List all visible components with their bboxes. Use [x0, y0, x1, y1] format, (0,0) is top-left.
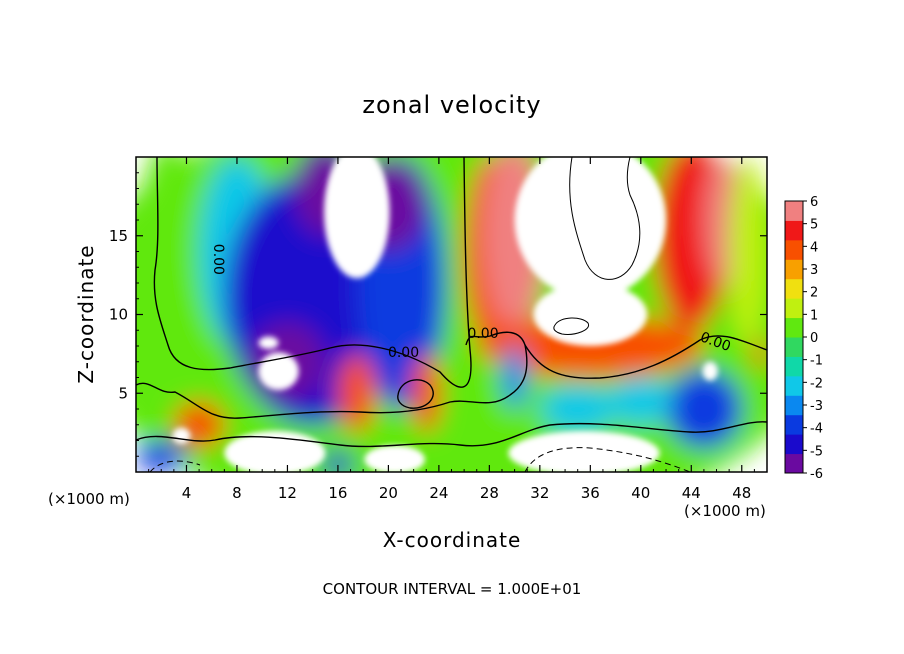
colorbar-tick-label: -5 — [810, 444, 823, 459]
contour-lines — [136, 157, 767, 472]
x-tick-label: 16 — [328, 484, 347, 502]
colorbar-swatch — [785, 220, 803, 241]
colorbar-swatch — [785, 201, 803, 221]
colorbar-tick-label: 5 — [810, 218, 818, 233]
x-tick-label: 36 — [581, 484, 600, 502]
y-axis: 5 10 15 — [109, 172, 767, 457]
saturated-region — [514, 157, 667, 299]
saturated-region — [224, 431, 326, 472]
colorbar-swatch — [785, 434, 803, 455]
contour-line — [136, 421, 767, 448]
contour-line — [553, 317, 590, 335]
contour-label: 0.00 — [467, 326, 498, 342]
colorbar-swatch — [785, 337, 803, 357]
x-tick-label: 4 — [182, 484, 192, 502]
colorbar-swatch — [785, 259, 803, 280]
colorbar — [784, 200, 804, 474]
y-axis-label: Z-coordinate — [74, 244, 98, 383]
colorbar-swatch — [785, 356, 803, 377]
contour-line — [569, 157, 641, 280]
colorbar-tick-label: -2 — [810, 376, 823, 391]
x-tick-label: 44 — [682, 484, 701, 502]
contour-line — [524, 447, 691, 472]
contour-line — [153, 157, 472, 388]
plot-area: 0.000.000.00 0.00 — [136, 157, 767, 472]
y-tick-label: 10 — [109, 306, 128, 324]
contour-interval-footer: CONTOUR INTERVAL = 1.000E+01 — [323, 580, 582, 598]
colorbar-swatch — [785, 239, 803, 260]
colorbar-swatch — [785, 395, 803, 416]
saturated-region — [172, 427, 191, 444]
x-tick-label: 12 — [278, 484, 297, 502]
colorbar-swatch — [785, 298, 803, 319]
field-region — [729, 157, 767, 346]
x-tick-label: 40 — [631, 484, 650, 502]
saturated-regions — [172, 157, 718, 472]
colorbar-tick-label: 3 — [810, 263, 818, 278]
contour-line — [397, 379, 434, 409]
y-tick-label: 15 — [109, 227, 128, 245]
x-tick-label: 32 — [530, 484, 549, 502]
contour-label: 0.00 — [210, 244, 226, 275]
colorbar-swatch — [785, 278, 803, 299]
colorbar-tick-label: 0 — [810, 331, 818, 346]
colorbar-tick-label: -6 — [810, 467, 823, 482]
chart-title: zonal velocity — [362, 91, 541, 119]
saturated-region — [533, 283, 648, 346]
colorbar-tick-label: -3 — [810, 399, 823, 414]
colorbar-tick-label: -1 — [810, 354, 823, 369]
colorbar-ticks: 6 5 4 3 2 1 0 -1 -2 -3 -4 -5 -6 — [803, 195, 823, 482]
x-tick-label: 24 — [429, 484, 448, 502]
saturated-region — [508, 431, 660, 472]
x-axis: 4 8 12 16 20 24 28 32 36 40 44 48 — [148, 157, 755, 502]
field-region — [337, 353, 376, 433]
saturated-region — [324, 157, 390, 279]
contour-label: 0.00 — [388, 345, 419, 361]
colorbar-tick-label: -4 — [810, 422, 823, 437]
saturated-region — [258, 336, 279, 350]
contour-line — [524, 335, 767, 379]
colorbar-tick-label: 4 — [810, 240, 818, 255]
colorbar-tick-label: 2 — [810, 286, 818, 301]
field-region — [322, 451, 354, 472]
field-region — [136, 440, 187, 472]
field-region — [136, 157, 200, 394]
colorbar-tick-label: 1 — [810, 308, 818, 323]
x-tick-label: 20 — [379, 484, 398, 502]
x-unit-label-left: (×1000 m) — [48, 490, 130, 508]
field-region — [666, 369, 742, 449]
saturated-region — [702, 361, 718, 381]
colorbar-swatch — [785, 317, 803, 338]
x-unit-label-right: (×1000 m) — [684, 502, 766, 520]
y-tick-label: 5 — [118, 384, 128, 402]
x-tick-label: 48 — [732, 484, 751, 502]
field-region — [539, 385, 616, 433]
colorbar-swatch — [785, 414, 803, 435]
x-axis-label: X-coordinate — [383, 528, 522, 552]
field-region — [609, 377, 673, 425]
saturated-region — [258, 352, 299, 391]
colorbar-swatch — [785, 453, 803, 474]
contour-line — [136, 331, 528, 419]
field-region — [501, 346, 528, 409]
x-tick-label: 8 — [232, 484, 242, 502]
field-region — [411, 353, 442, 433]
contour-line — [149, 460, 201, 472]
x-tick-label: 28 — [480, 484, 499, 502]
colorbar-tick-label: 6 — [810, 195, 818, 210]
saturated-region — [364, 445, 425, 472]
field-region — [753, 338, 767, 370]
colorbar-swatch — [785, 375, 803, 396]
